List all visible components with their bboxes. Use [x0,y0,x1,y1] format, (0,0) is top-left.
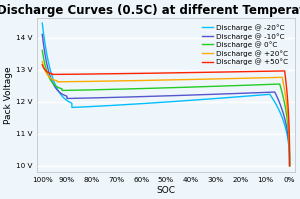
Line: Discharge @ +50°C: Discharge @ +50°C [42,65,290,166]
Discharge @ -10°C [40,33,44,36]
Discharge @ 0°C [280,92,284,95]
Discharge @ +20°C [161,79,164,81]
Line: Discharge @ 0°C: Discharge @ 0°C [42,50,290,166]
Discharge @ +50°C [40,64,44,66]
Discharge @ +50°C [53,73,57,76]
Discharge @ 0°C [235,84,239,87]
Discharge @ -10°C [280,109,284,111]
Discharge @ -20°C [235,96,239,98]
Discharge @ 0°C [288,165,291,167]
Legend: Discharge @ -20°C, Discharge @ -10°C, Discharge @ 0°C, Discharge @ +20°C, Discha: Discharge @ -20°C, Discharge @ -10°C, Di… [201,23,288,66]
Discharge @ 0°C [154,87,158,89]
Discharge @ +20°C [53,79,57,81]
Discharge @ -10°C [161,95,164,97]
Discharge @ +20°C [280,77,284,79]
Discharge @ +50°C [288,165,291,167]
Discharge @ +50°C [154,72,158,74]
Discharge @ -20°C [154,101,158,104]
Discharge @ +20°C [154,79,158,81]
Line: Discharge @ +20°C: Discharge @ +20°C [42,62,290,166]
Discharge @ -10°C [53,86,57,88]
Discharge @ 0°C [161,87,164,89]
Discharge @ -10°C [288,165,291,167]
Discharge @ +20°C [235,77,239,80]
X-axis label: SOC: SOC [156,186,176,195]
Discharge @ -10°C [154,95,158,97]
Discharge @ +50°C [161,72,164,74]
Discharge @ +20°C [40,60,44,63]
Discharge @ 0°C [40,49,44,52]
Discharge @ -20°C [280,117,284,119]
Discharge @ -20°C [40,22,44,24]
Discharge @ -10°C [280,109,284,112]
Discharge @ -20°C [288,165,291,167]
Discharge @ -10°C [235,92,239,95]
Discharge @ +50°C [235,71,239,73]
Discharge @ -20°C [280,117,284,119]
Line: Discharge @ -20°C: Discharge @ -20°C [42,23,290,166]
Discharge @ 0°C [53,84,57,86]
Discharge @ +50°C [280,70,284,72]
Discharge @ -20°C [53,83,57,85]
Discharge @ +20°C [280,77,284,80]
Discharge @ -20°C [161,101,164,103]
Discharge @ +20°C [288,165,291,167]
Title: Discharge Curves (0.5C) at different Temperatures: Discharge Curves (0.5C) at different Tem… [0,4,300,17]
Y-axis label: Pack Voltage: Pack Voltage [4,66,13,124]
Discharge @ +50°C [280,70,284,72]
Line: Discharge @ -10°C: Discharge @ -10°C [42,34,290,166]
Discharge @ 0°C [280,93,284,95]
